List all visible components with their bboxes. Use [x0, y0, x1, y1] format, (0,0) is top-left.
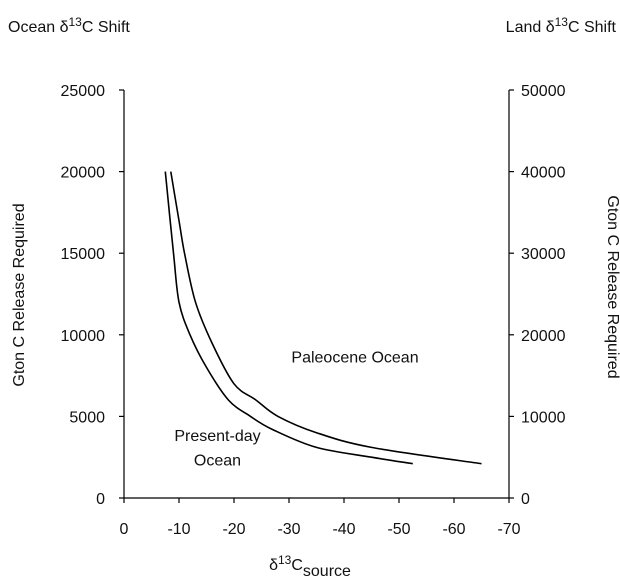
present-label-2: Ocean — [194, 452, 241, 469]
y-left-tick-label: 10000 — [61, 328, 106, 345]
top-right-label: Land δ13C Shift — [506, 15, 617, 36]
y-right-tick-label: 10000 — [521, 409, 566, 426]
x-axis-title: δ13Csource — [269, 553, 351, 577]
present-label-1: Present-day — [174, 428, 260, 445]
x-tick-label: -40 — [332, 521, 355, 538]
series-line-present — [164, 171, 413, 465]
y-right-axis-title: Gton C Release Required — [604, 195, 620, 378]
x-tick-label: -30 — [277, 521, 300, 538]
y-left-tick-label: 5000 — [69, 409, 105, 426]
x-tick-label: -20 — [222, 521, 245, 538]
y-left-tick-label: 15000 — [61, 246, 106, 263]
x-tick-label: 0 — [120, 521, 129, 538]
x-tick-label: -60 — [442, 521, 465, 538]
y-right-tick-label: 30000 — [521, 246, 566, 263]
axis-ticks: 0 -10 -20 -30 -40 -50 -60 -70050001000015000200… — [61, 83, 566, 538]
series-group — [164, 171, 482, 465]
paleocene-label: Paleocene Ocean — [291, 350, 418, 367]
y-right-tick-label: 0 — [521, 491, 530, 508]
y-left-tick-label: 20000 — [61, 165, 106, 182]
x-tick-label: -10 — [167, 521, 190, 538]
y-left-axis-title: Gton C Release Required — [11, 203, 28, 386]
x-tick-label: -50 — [387, 521, 410, 538]
y-right-tick-label: 50000 — [521, 83, 566, 100]
top-left-label: Ocean δ13C Shift — [8, 15, 130, 36]
y-left-tick-label: 25000 — [61, 83, 106, 100]
y-right-tick-label: 40000 — [521, 165, 566, 182]
x-tick-label: -70 — [497, 521, 520, 538]
series-line-paleocene — [170, 171, 482, 465]
y-right-tick-label: 20000 — [521, 328, 566, 345]
y-left-tick-label: 0 — [96, 491, 105, 508]
annotations: Paleocene Ocean Present-day Ocean — [174, 350, 418, 470]
